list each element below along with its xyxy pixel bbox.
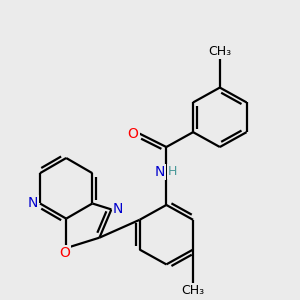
- Text: O: O: [128, 127, 139, 141]
- Text: CH₃: CH₃: [208, 45, 231, 58]
- Text: N: N: [27, 196, 38, 211]
- Text: O: O: [59, 246, 70, 260]
- Text: N: N: [113, 202, 123, 216]
- Text: N: N: [154, 165, 165, 179]
- Text: H: H: [168, 165, 178, 178]
- Text: CH₃: CH₃: [182, 284, 205, 297]
